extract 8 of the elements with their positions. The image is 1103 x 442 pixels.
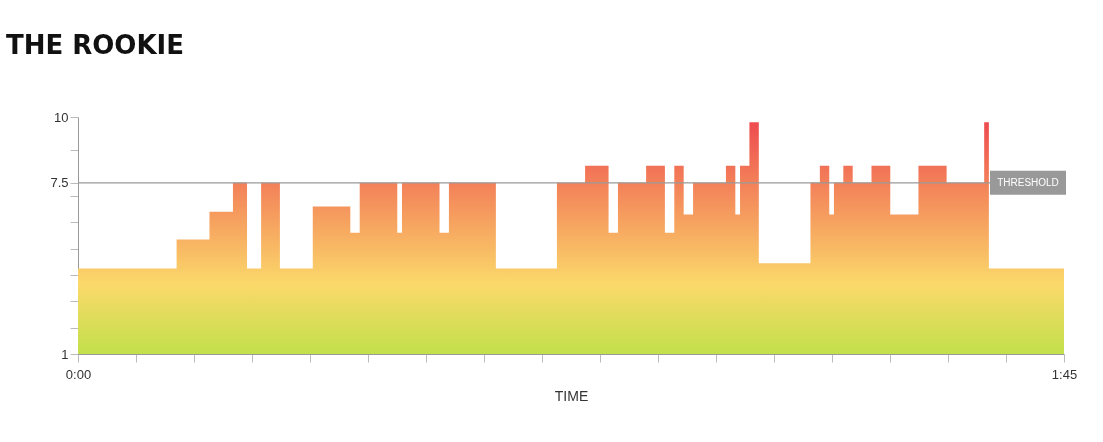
y-tick-label: 10 (54, 109, 69, 125)
x-axis-title: TIME (554, 387, 589, 404)
y-tick-label: 7.5 (50, 175, 69, 191)
y-tick-label: 1 (61, 346, 69, 362)
x-tick-label: 0:00 (65, 366, 92, 382)
x-tick-label: 1:45 (1051, 366, 1078, 382)
chart-title: THE ROOKIE (5, 30, 185, 60)
ref-line-label: THRESHOLD (997, 176, 1059, 188)
